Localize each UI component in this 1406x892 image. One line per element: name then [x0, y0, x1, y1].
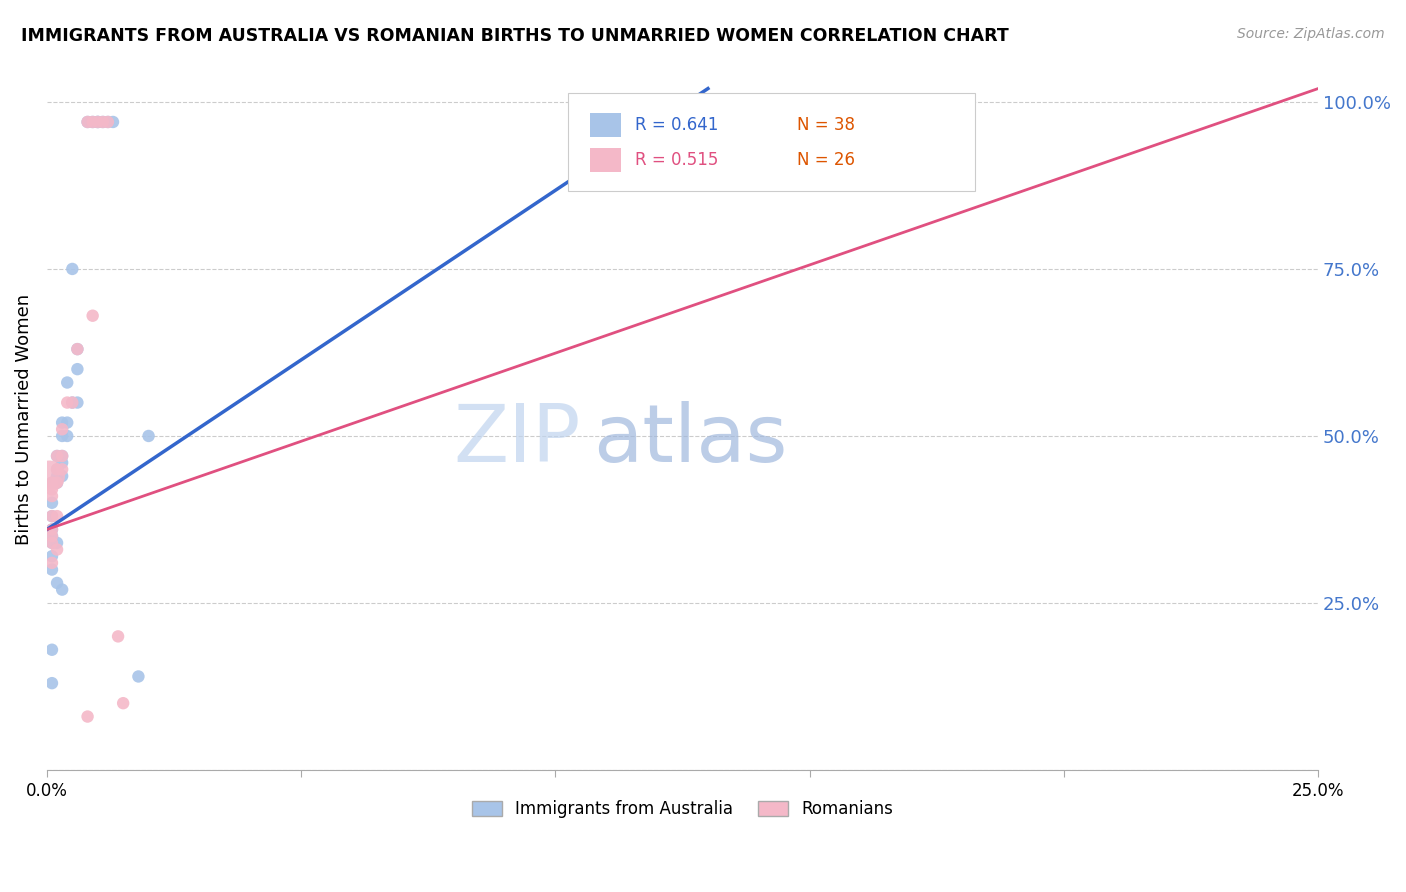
Point: [56, 416, 79, 430]
FancyBboxPatch shape: [568, 93, 974, 191]
Point: [82, 115, 104, 129]
Point: [41, 529, 63, 543]
Point: [46, 449, 69, 463]
Point: [41, 475, 63, 490]
Point: [66, 395, 89, 409]
Point: [66, 362, 89, 376]
Point: [51, 582, 73, 597]
Point: [60, 395, 83, 409]
Bar: [589, 148, 621, 172]
Point: [91, 115, 114, 129]
Y-axis label: Births to Unmarried Women: Births to Unmarried Women: [15, 293, 32, 545]
Point: [101, 115, 124, 129]
Point: [51, 449, 73, 463]
Point: [56, 376, 79, 390]
Point: [41, 536, 63, 550]
Point: [87, 115, 110, 129]
Point: [51, 449, 73, 463]
Text: ZIP: ZIP: [454, 401, 581, 479]
Point: [127, 669, 149, 683]
Point: [76, 709, 98, 723]
Point: [51, 469, 73, 483]
Point: [46, 576, 69, 591]
Point: [41, 489, 63, 503]
Text: N = 26: N = 26: [797, 151, 855, 169]
Point: [950, 115, 973, 129]
Point: [87, 115, 110, 129]
Point: [76, 115, 98, 129]
Point: [41, 563, 63, 577]
Text: atlas: atlas: [593, 401, 787, 479]
Point: [41, 676, 63, 690]
Point: [41, 523, 63, 537]
Point: [51, 429, 73, 443]
Point: [66, 342, 89, 356]
Point: [41, 642, 63, 657]
Point: [41, 536, 63, 550]
Point: [41, 529, 63, 543]
Point: [51, 462, 73, 476]
Point: [51, 456, 73, 470]
Point: [56, 429, 79, 443]
Point: [46, 475, 69, 490]
Point: [138, 429, 160, 443]
Point: [51, 422, 73, 436]
Point: [107, 629, 129, 643]
Point: [112, 696, 135, 710]
Point: [41, 483, 63, 497]
Point: [56, 395, 79, 409]
Point: [41, 523, 63, 537]
Point: [82, 309, 104, 323]
Text: R = 0.641: R = 0.641: [636, 116, 718, 134]
Point: [41, 509, 63, 524]
Point: [38, 469, 60, 483]
Point: [60, 262, 83, 277]
Point: [87, 115, 110, 129]
Point: [41, 556, 63, 570]
Text: N = 38: N = 38: [797, 116, 855, 134]
Bar: [589, 112, 621, 137]
Point: [91, 115, 114, 129]
Point: [41, 509, 63, 524]
Point: [46, 475, 69, 490]
Point: [46, 462, 69, 476]
Point: [41, 475, 63, 490]
Point: [97, 115, 120, 129]
Point: [46, 536, 69, 550]
Legend: Immigrants from Australia, Romanians: Immigrants from Australia, Romanians: [465, 794, 900, 825]
Point: [60, 395, 83, 409]
Point: [82, 115, 104, 129]
Point: [46, 509, 69, 524]
Point: [97, 115, 120, 129]
Point: [46, 542, 69, 557]
Point: [51, 416, 73, 430]
Text: R = 0.515: R = 0.515: [636, 151, 718, 169]
Point: [41, 496, 63, 510]
Text: Source: ZipAtlas.com: Source: ZipAtlas.com: [1237, 27, 1385, 41]
Point: [46, 469, 69, 483]
Point: [76, 115, 98, 129]
Point: [46, 462, 69, 476]
Point: [46, 449, 69, 463]
Point: [66, 342, 89, 356]
Text: IMMIGRANTS FROM AUSTRALIA VS ROMANIAN BIRTHS TO UNMARRIED WOMEN CORRELATION CHAR: IMMIGRANTS FROM AUSTRALIA VS ROMANIAN BI…: [21, 27, 1010, 45]
Point: [41, 549, 63, 564]
